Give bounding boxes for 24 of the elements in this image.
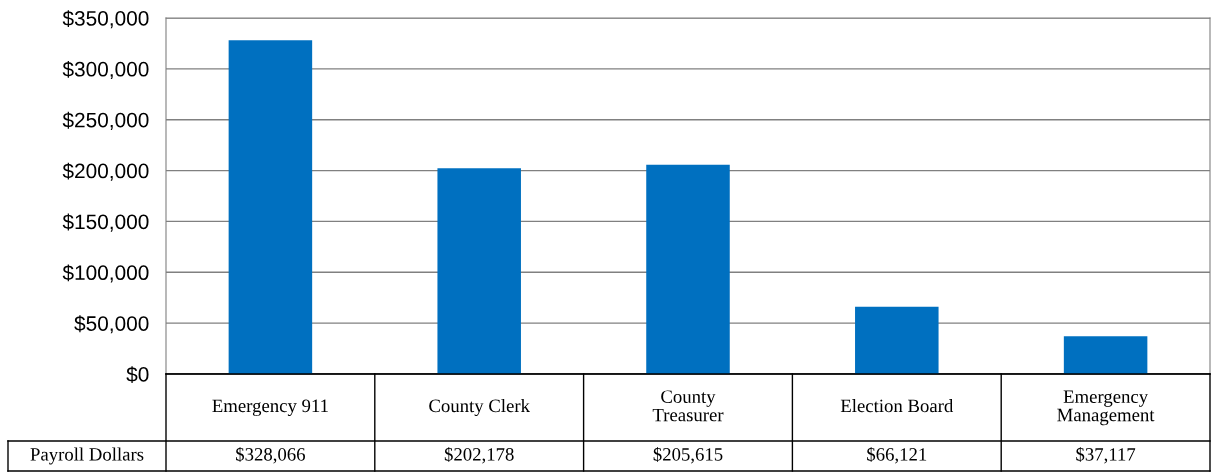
bar <box>437 168 521 374</box>
y-tick-label: $100,000 <box>62 264 149 283</box>
x-tick-label: Election Board <box>840 399 954 413</box>
bar <box>646 164 730 374</box>
x-tick-label: County Treasurer <box>652 390 724 422</box>
data-label: $205,615 <box>653 446 723 464</box>
y-tick-label: $250,000 <box>62 111 149 130</box>
x-tick-label: Emergency 911 <box>212 399 328 416</box>
bar <box>855 306 939 374</box>
x-tick-label: Emergency Management <box>1057 390 1155 426</box>
data-label: $328,066 <box>236 446 305 464</box>
data-label: $66,121 <box>867 446 927 464</box>
y-tick-label: $300,000 <box>62 60 149 80</box>
data-label: $202,178 <box>444 446 514 464</box>
x-tick-label: County Clerk <box>429 398 530 417</box>
bar <box>228 40 313 374</box>
y-tick-label: $150,000 <box>62 213 149 232</box>
y-tick-label: $0 <box>126 366 149 383</box>
text: Payroll Dollars <box>30 447 144 465</box>
y-tick-label: $50,000 <box>74 315 149 334</box>
y-tick-label: $200,000 <box>62 162 149 181</box>
data-label: $37,117 <box>1076 446 1136 464</box>
y-tick-label: $350,000 <box>62 10 149 29</box>
bar <box>1063 336 1148 374</box>
